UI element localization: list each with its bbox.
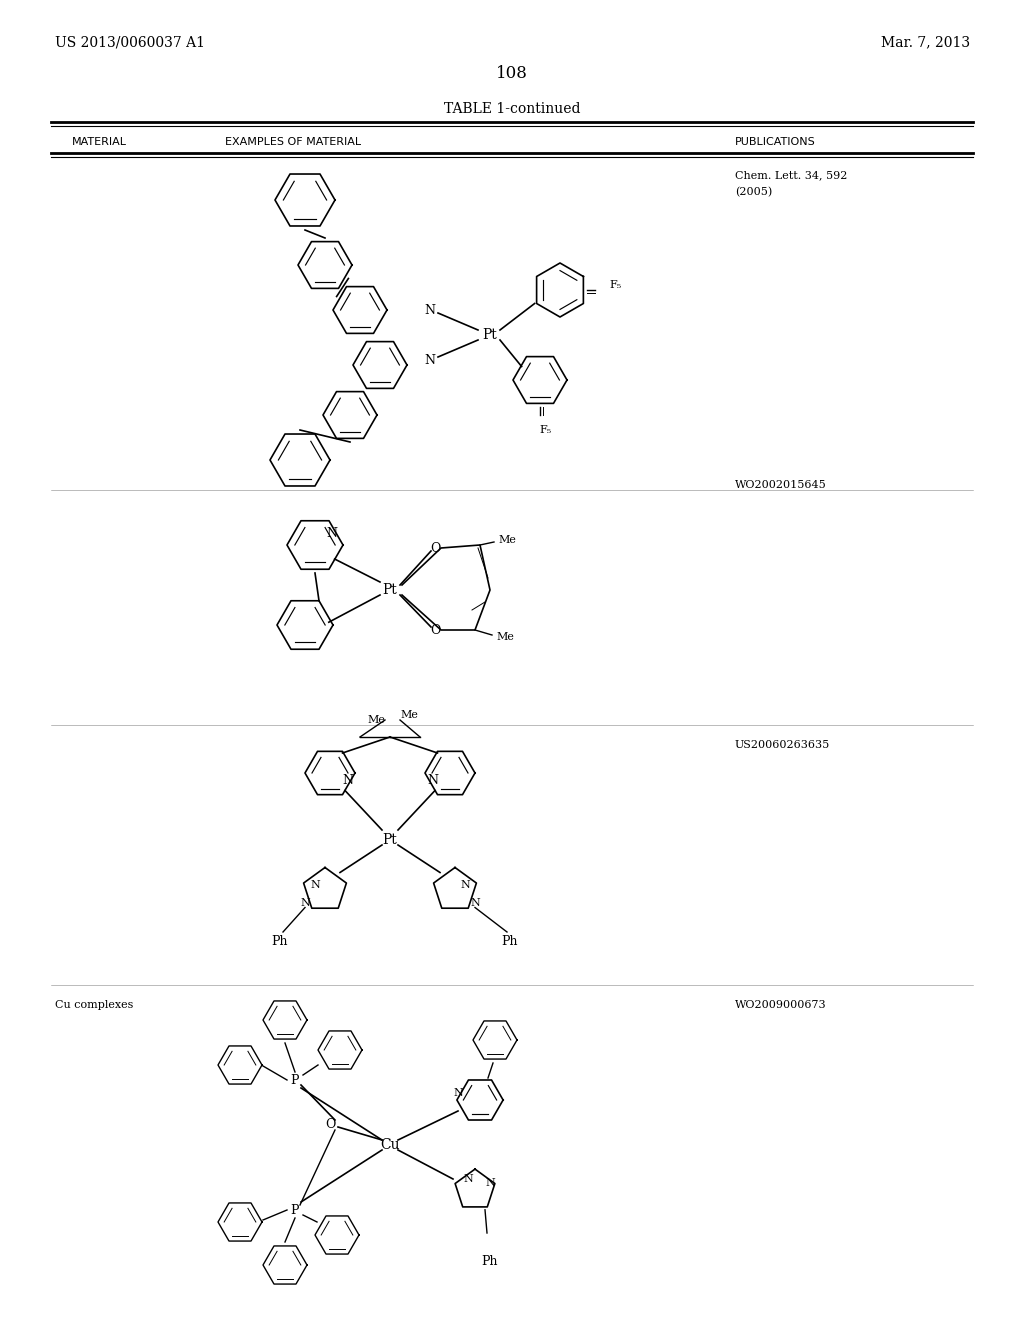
Text: 108: 108 — [496, 65, 528, 82]
Text: N: N — [300, 898, 310, 908]
Text: Pt: Pt — [482, 327, 498, 342]
Text: Pt: Pt — [383, 833, 397, 847]
Text: Ph: Ph — [502, 935, 518, 948]
Text: N: N — [425, 354, 435, 367]
Text: Me: Me — [496, 632, 514, 642]
Text: Me: Me — [498, 535, 516, 545]
Text: N: N — [454, 1089, 463, 1098]
Text: N: N — [342, 774, 353, 787]
Text: N: N — [460, 880, 470, 890]
Text: PUBLICATIONS: PUBLICATIONS — [735, 137, 816, 147]
Text: Me: Me — [400, 710, 418, 719]
Text: P: P — [291, 1073, 299, 1086]
Text: US20060263635: US20060263635 — [735, 741, 830, 750]
Text: WO2002015645: WO2002015645 — [735, 480, 826, 490]
Text: N: N — [485, 1179, 496, 1188]
Text: EXAMPLES OF MATERIAL: EXAMPLES OF MATERIAL — [225, 137, 361, 147]
Text: Cu: Cu — [380, 1138, 399, 1152]
Text: F₅: F₅ — [539, 425, 551, 436]
Text: N: N — [464, 1173, 473, 1184]
Text: WO2009000673: WO2009000673 — [735, 1001, 826, 1010]
Text: F₅: F₅ — [609, 280, 622, 290]
Text: Chem. Lett. 34, 592: Chem. Lett. 34, 592 — [735, 170, 848, 180]
Text: US 2013/0060037 A1: US 2013/0060037 A1 — [55, 36, 205, 49]
Text: O: O — [430, 541, 440, 554]
Text: (2005): (2005) — [735, 187, 772, 197]
Text: N: N — [427, 774, 438, 787]
Text: O: O — [430, 623, 440, 636]
Text: Ph: Ph — [481, 1255, 499, 1269]
Text: N: N — [470, 898, 480, 908]
Text: Ph: Ph — [271, 935, 288, 948]
Text: Mar. 7, 2013: Mar. 7, 2013 — [881, 36, 970, 49]
Text: Cu complexes: Cu complexes — [55, 1001, 133, 1010]
Text: Pt: Pt — [383, 583, 397, 597]
Text: N: N — [425, 304, 435, 317]
Text: MATERIAL: MATERIAL — [72, 137, 127, 147]
Text: O: O — [325, 1118, 335, 1131]
Text: TABLE 1-continued: TABLE 1-continued — [443, 102, 581, 116]
Text: N: N — [327, 527, 337, 540]
Text: P: P — [291, 1204, 299, 1217]
Text: Me: Me — [368, 715, 385, 725]
Text: N: N — [310, 880, 319, 890]
